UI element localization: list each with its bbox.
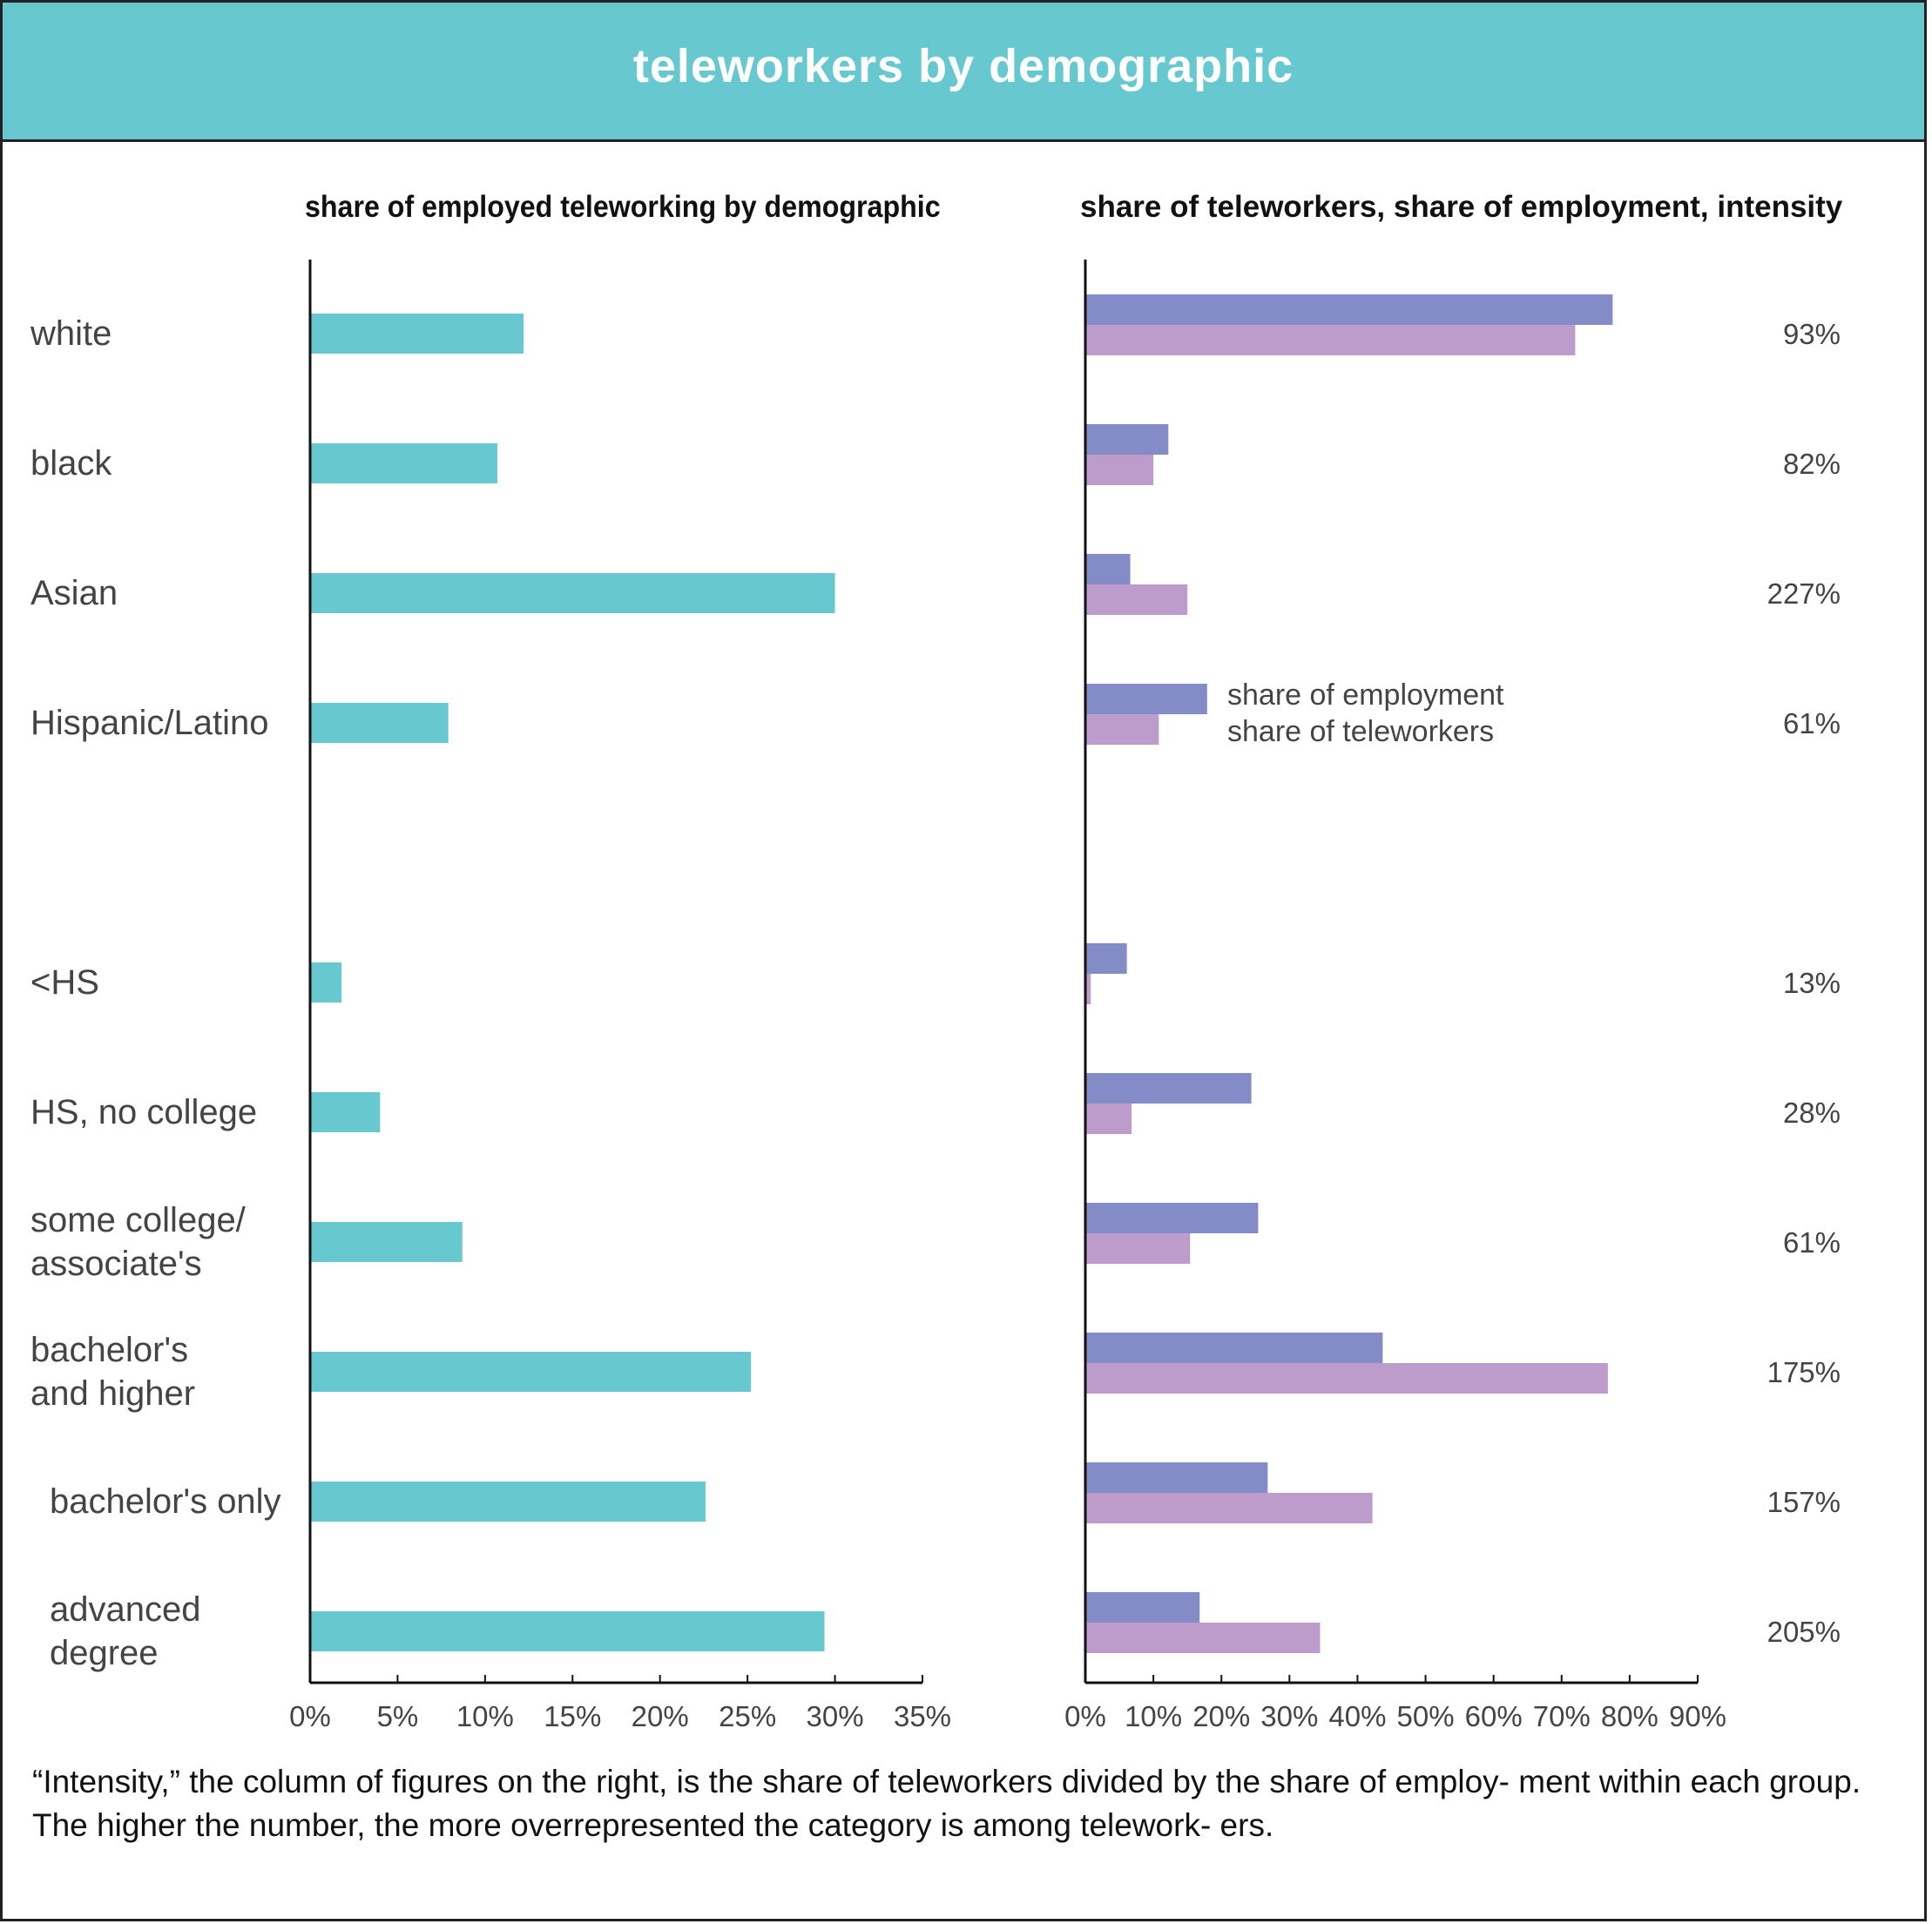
intensity-label-hs-no-college: 28% [1783,1097,1841,1129]
category-label-line: <HS [30,963,99,1002]
category-label-black: black [30,444,112,483]
employment-bar-hispanic-latino [1085,684,1207,714]
category-label-line: HS, no college [30,1093,257,1131]
left-bar-advanced-degree [310,1611,825,1651]
right-x-tick-label: 70% [1533,1700,1591,1732]
right-x-tick-label: 20% [1192,1700,1250,1732]
left-bar-hispanic-latino [310,703,449,743]
employment-bar-bachelor-s-and-higher [1085,1333,1383,1363]
category-label-asian: Asian [30,574,118,612]
right-chart-title: share of teleworkers, share of employmen… [1080,190,1843,224]
intensity-label-asian: 227% [1767,577,1841,610]
employment-bar-some-college-associate-s [1085,1203,1259,1233]
left-bar-white [310,314,524,354]
right-chart: 93% 82% 227% 61% 13% 28% 61% 175% 157% 205% 0% 10% 2… [1064,260,1841,1732]
left-x-tick-label: 20% [632,1700,689,1732]
right-x-tick-label: 90% [1669,1700,1726,1732]
left-x-tick-label: 5% [377,1700,419,1732]
legend-share-of-employment: share of employment [1227,678,1504,712]
employment-bar-black [1085,424,1169,455]
intensity-label-bachelor-s-only: 157% [1767,1486,1841,1518]
right-x-tick-label: 80% [1601,1700,1658,1732]
left-bar-bachelor-s-only [310,1482,706,1522]
left-bar-hs [310,962,342,1003]
intensity-label-hispanic-latino: 61% [1783,707,1841,739]
employment-bar-advanced-degree [1085,1592,1200,1623]
category-label-hs: <HS [30,963,99,1002]
teleworkers-bar-some-college-associate-s [1085,1233,1191,1264]
category-label-line: bachelor's only [50,1482,281,1521]
intensity-label-bachelor-s-and-higher: 175% [1767,1356,1841,1388]
intensity-label-some-college-associate-s: 61% [1783,1226,1841,1259]
left-x-tick-label: 10% [456,1700,514,1732]
teleworkers-bar-hs [1085,974,1091,1004]
left-x-tick-label: 15% [544,1700,601,1732]
category-label-white: white [30,314,111,353]
teleworkers-bar-hispanic-latino [1085,714,1159,745]
left-bar-some-college-associate-s [310,1222,463,1262]
left-bar-black [310,443,497,483]
left-bar-bachelor-s-and-higher [310,1352,752,1392]
left-x-tick-label: 35% [894,1700,951,1732]
category-label-line: some college/ [30,1201,247,1239]
category-label-bachelor-s-and-higher: bachelor's and higher [30,1331,195,1413]
teleworkers-bar-advanced-degree [1085,1623,1321,1653]
intensity-label-white: 93% [1783,318,1841,350]
teleworkers-bar-hs-no-college [1085,1104,1132,1134]
employment-bar-white [1085,294,1613,325]
teleworkers-bar-bachelor-s-and-higher [1085,1363,1608,1394]
right-x-tick-label: 60% [1465,1700,1523,1732]
legend: share of employment share of teleworkers [1227,678,1504,748]
category-label-line: Asian [30,574,118,612]
intensity-label-advanced-degree: 205% [1767,1616,1841,1648]
figure-title: teleworkers by demographic [632,40,1294,92]
category-label-line: bachelor's [30,1331,188,1369]
footnote: “Intensity,” the column of figures on th… [32,1764,1861,1843]
header-banner: teleworkers by demographic [3,3,1924,142]
teleworkers-bar-white [1085,325,1576,355]
category-label-line: degree [50,1634,159,1672]
category-label-hs-no-college: HS, no college [30,1093,257,1131]
left-bar-hs-no-college [310,1092,381,1132]
category-label-bachelor-s-only: bachelor's only [50,1482,281,1521]
category-label-some-college-associate-s: some college/associate's [30,1201,247,1283]
right-x-tick-label: 40% [1328,1700,1386,1732]
category-label-line: Hispanic/Latino [30,704,269,742]
employment-bar-hs-no-college [1085,1073,1252,1104]
left-chart-title: share of employed teleworking by demogra… [305,191,941,225]
left-x-tick-label: 30% [807,1700,864,1732]
right-x-tick-label: 0% [1064,1700,1106,1732]
right-x-tick-label: 10% [1125,1700,1182,1732]
left-bar-asian [310,573,835,613]
employment-bar-hs [1085,943,1127,974]
category-label-line: associate's [30,1245,202,1283]
employment-bar-bachelor-s-only [1085,1462,1268,1493]
intensity-label-black: 82% [1783,448,1841,480]
teleworkers-bar-bachelor-s-only [1085,1493,1373,1523]
employment-bar-asian [1085,554,1131,584]
category-label-line: white [30,314,111,353]
right-x-tick-label: 50% [1397,1700,1455,1732]
legend-share-of-teleworkers: share of teleworkers [1227,715,1494,748]
intensity-label-hs: 13% [1783,967,1841,999]
right-x-tick-label: 30% [1260,1700,1318,1732]
teleworkers-bar-asian [1085,584,1188,615]
category-label-hispanic-latino: Hispanic/Latino [30,704,269,742]
left-x-tick-label: 0% [289,1700,331,1732]
left-chart: white black Asian Hispanic/Latino <HS HS, no … [30,260,951,1732]
category-label-line: black [30,444,112,483]
chart-area: share of employed teleworking by demogra… [30,190,1843,1732]
left-x-tick-label: 25% [719,1700,776,1732]
category-label-line: and higher [30,1374,195,1413]
teleworkers-bar-black [1085,455,1154,485]
category-label-advanced-degree: advanced degree [50,1590,200,1672]
category-label-line: advanced [50,1590,200,1629]
